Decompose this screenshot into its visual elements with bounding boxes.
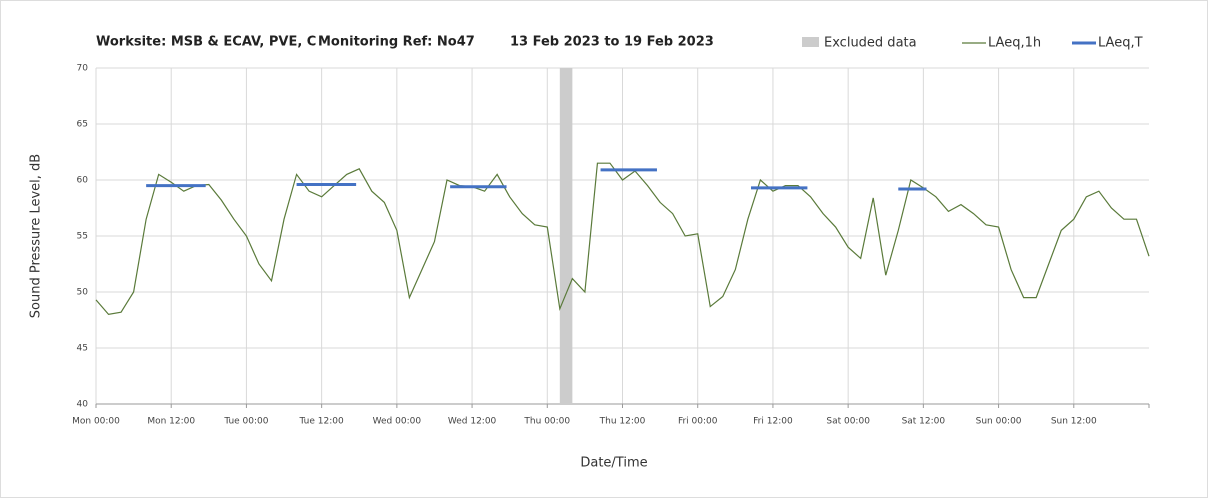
x-tick-label: Tue 12:00 — [299, 417, 344, 427]
monitoring-ref: Monitoring Ref: No47 — [318, 35, 475, 50]
x-tick-label: Fri 00:00 — [678, 417, 718, 427]
legend-label: LAeq,T — [1098, 36, 1143, 51]
x-tick-label: Sat 12:00 — [902, 417, 946, 427]
x-tick-label: Thu 12:00 — [599, 417, 646, 427]
y-tick-label: 40 — [77, 400, 89, 410]
x-tick-label: Fri 12:00 — [753, 417, 793, 427]
period: 13 Feb 2023 to 19 Feb 2023 — [510, 35, 714, 50]
legend-swatch — [802, 37, 819, 47]
x-tick-label: Wed 00:00 — [373, 417, 422, 427]
x-tick-label: Thu 00:00 — [523, 417, 570, 427]
y-tick-label: 60 — [77, 176, 89, 186]
x-tick-label: Sun 00:00 — [976, 417, 1022, 427]
x-tick-label: Mon 12:00 — [147, 417, 195, 427]
x-tick-label: Wed 12:00 — [448, 417, 497, 427]
excluded-band — [559, 68, 573, 404]
x-axis-title: Date/Time — [580, 456, 647, 471]
y-tick-label: 50 — [77, 288, 89, 298]
data-line — [95, 162, 1150, 316]
legend-label: Excluded data — [824, 36, 917, 51]
y-tick-label: 65 — [77, 120, 88, 130]
y-tick-label: 70 — [77, 64, 89, 74]
x-tick-label: Tue 00:00 — [223, 417, 268, 427]
x-tick-label: Sat 00:00 — [826, 417, 870, 427]
x-tick-label: Mon 00:00 — [72, 417, 120, 427]
chart-title: Worksite: MSB & ECAV, PVE, C — [96, 35, 316, 50]
y-tick-label: 45 — [77, 344, 88, 354]
x-tick-label: Sun 12:00 — [1051, 417, 1097, 427]
y-axis-title: Sound Pressure Level, dB — [29, 154, 44, 318]
y-tick-label: 55 — [77, 232, 88, 242]
legend-label: LAeq,1h — [988, 36, 1041, 51]
